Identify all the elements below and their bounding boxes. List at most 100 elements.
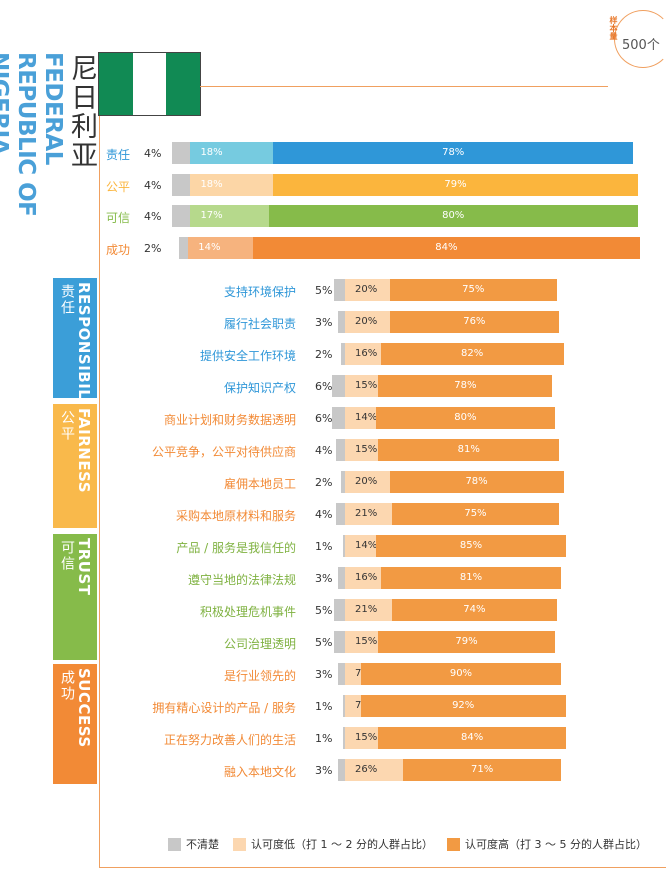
detail-bar-unclear — [340, 343, 345, 365]
detail-unclear-pct: 4% — [315, 444, 333, 457]
detail-bar-unclear — [331, 407, 345, 429]
summary-unclear-pct: 2% — [144, 241, 162, 255]
nigeria-flag — [98, 52, 201, 116]
summary-bar-high: 84% — [252, 236, 640, 259]
category-band-3: 成功 SUCCESS — [53, 664, 97, 784]
detail-bar-high: 75% — [391, 503, 560, 525]
summary-bar-low: 17% — [190, 205, 269, 227]
detail-row-label: 履行社会职责 — [223, 317, 296, 331]
detail-bar-low: 16% — [345, 343, 381, 365]
detail-row-label: 保护知识产权 — [223, 381, 296, 395]
category-band-en-0: RESPONSIBILITY — [75, 282, 93, 428]
summary-bar-unclear — [172, 142, 191, 164]
category-band-en-1: FAIRNESS — [75, 408, 93, 493]
detail-bar-high: 74% — [391, 599, 557, 621]
detail-unclear-pct: 2% — [315, 476, 333, 489]
detail-unclear-pct: 1% — [315, 700, 333, 713]
sample-size-label: 样本量 — [609, 16, 618, 40]
detail-bar-low: 14% — [345, 535, 377, 557]
detail-bar-low: 21% — [345, 599, 392, 621]
detail-bar-low: 7% — [345, 663, 361, 685]
summary-bar-high: 79% — [273, 173, 638, 196]
category-band-1: 公平 FAIRNESS — [53, 404, 97, 528]
country-name-chinese: 尼日利亚 — [66, 54, 97, 170]
category-band-cn-3: 成功 — [59, 670, 75, 702]
category-band-0: 责任 RESPONSIBILITY — [53, 278, 97, 428]
detail-bar-high: 75% — [389, 279, 557, 301]
summary-bar-low: 18% — [190, 142, 274, 164]
summary-bar-unclear — [179, 236, 189, 259]
flag-green-stripe-left — [99, 53, 133, 115]
summary-category-label: 成功 — [106, 242, 131, 257]
summary-unclear-pct: 4% — [144, 210, 162, 223]
detail-bar-unclear — [342, 695, 345, 717]
detail-bar-high: 82% — [380, 343, 564, 365]
detail-bar-high: 71% — [402, 759, 562, 781]
detail-bar-low: 20% — [345, 311, 390, 333]
detail-bar-unclear — [340, 471, 345, 493]
category-band-en-2: TRUST — [75, 538, 93, 596]
detail-bar-high: 78% — [389, 471, 564, 493]
detail-row-label: 采购本地原材料和服务 — [175, 509, 296, 523]
detail-row-label: 融入本地文化 — [223, 765, 296, 779]
category-band-cn-1: 公平 — [59, 410, 75, 442]
sample-size-badge: 样本量 500个 — [604, 10, 666, 70]
detail-bar-high: 92% — [360, 695, 566, 717]
detail-unclear-pct: 3% — [315, 316, 333, 329]
summary-unclear-pct: 4% — [144, 147, 162, 160]
detail-bar-unclear — [338, 759, 345, 781]
detail-bar-unclear — [333, 631, 345, 653]
detail-unclear-pct: 5% — [315, 604, 333, 617]
detail-row-label: 商业计划和财务数据透明 — [163, 413, 296, 427]
detail-bar-unclear — [336, 439, 345, 461]
detail-row-label: 遵守当地的法律法规 — [187, 573, 296, 587]
detail-bar-unclear — [338, 567, 345, 589]
detail-bar-unclear — [338, 663, 345, 685]
detail-bar-high: 78% — [378, 375, 553, 397]
frame-line-left — [99, 116, 100, 868]
detail-unclear-pct: 6% — [315, 412, 333, 425]
detail-unclear-pct: 3% — [315, 572, 333, 585]
summary-bar-unclear — [172, 205, 191, 227]
detail-unclear-pct: 5% — [315, 636, 333, 649]
summary-bar-low: 14% — [188, 236, 253, 259]
detail-bar-unclear — [342, 727, 345, 749]
detail-row-label: 正在努力改善人们的生活 — [163, 733, 296, 747]
detail-unclear-pct: 4% — [315, 508, 333, 521]
summary-unclear-pct: 4% — [144, 178, 162, 192]
legend-item-unclear: 不清楚 — [168, 836, 219, 852]
legend-label-high: 认可度高（打 3 ～ 5 分的人群占比） — [464, 838, 647, 851]
detail-bar-low: 15% — [345, 375, 379, 397]
flag-green-stripe-right — [166, 53, 201, 115]
detail-bar-low: 14% — [345, 407, 377, 429]
detail-bar-unclear — [333, 599, 345, 621]
summary-category-label: 责任 — [106, 148, 131, 162]
detail-unclear-pct: 1% — [315, 540, 333, 553]
detail-bar-low: 16% — [345, 567, 381, 589]
detail-bar-high: 81% — [378, 439, 560, 461]
detail-bar-low: 26% — [345, 759, 403, 781]
detail-bar-low: 15% — [345, 631, 379, 653]
summary-category-label: 可信 — [106, 211, 131, 225]
detail-bar-low: 15% — [345, 439, 379, 461]
detail-unclear-pct: 3% — [315, 668, 333, 681]
detail-bar-unclear — [333, 279, 345, 301]
legend-swatch-unclear — [168, 837, 181, 851]
summary-category-label: 公平 — [106, 179, 131, 194]
category-band-2: 可信 TRUST — [53, 534, 97, 660]
chart-legend: 不清楚 认可度低（打 1 ～ 2 分的人群占比） 认可度高（打 3 ～ 5 分的… — [168, 836, 661, 852]
detail-bar-high: 79% — [378, 631, 555, 653]
detail-row-label: 是行业领先的 — [223, 669, 296, 683]
category-band-cn-2: 可信 — [59, 540, 75, 572]
detail-unclear-pct: 3% — [315, 764, 333, 777]
country-name-english: FEDERAL REPUBLIC OF NIGERIA — [0, 52, 66, 217]
detail-unclear-pct: 6% — [315, 380, 333, 393]
detail-row-label: 公司治理透明 — [223, 637, 296, 651]
detail-bar-low: 20% — [345, 471, 390, 493]
legend-item-low: 认可度低（打 1 ～ 2 分的人群占比） — [233, 836, 433, 852]
detail-bar-low: 7% — [345, 695, 361, 717]
detail-unclear-pct: 1% — [315, 732, 333, 745]
detail-row-label: 拥有精心设计的产品 / 服务 — [152, 701, 296, 715]
detail-bar-unclear — [336, 503, 345, 525]
detail-unclear-pct: 2% — [315, 348, 333, 361]
